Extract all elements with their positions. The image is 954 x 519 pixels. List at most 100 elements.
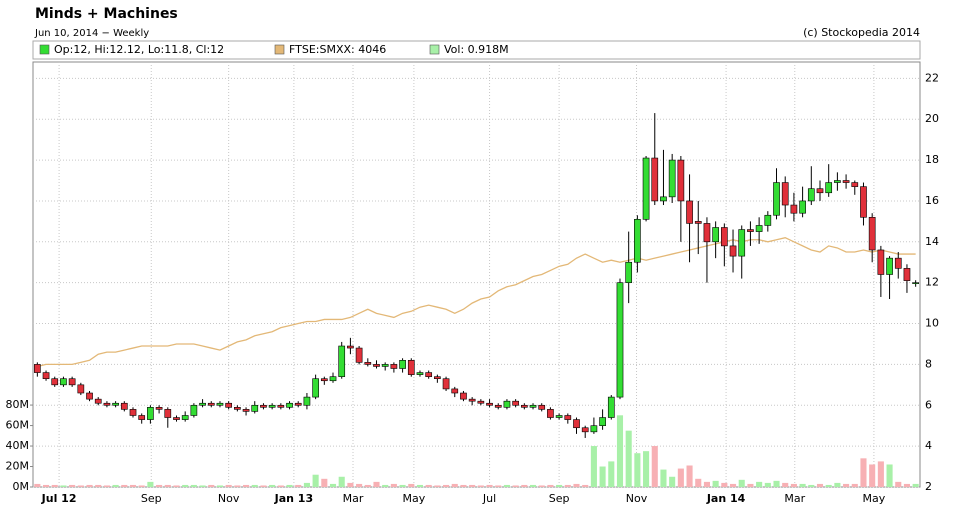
volume-bar xyxy=(634,453,641,487)
candle-body xyxy=(207,402,215,406)
candle-body xyxy=(486,402,493,406)
candle-body xyxy=(34,364,41,373)
volume-bar xyxy=(651,446,658,487)
volume-bar xyxy=(251,484,258,487)
volume-bar xyxy=(208,484,215,487)
volume-bar xyxy=(347,482,354,487)
candle-body xyxy=(51,378,59,386)
legend xyxy=(32,40,921,60)
candle-body xyxy=(720,227,728,247)
volume-bar xyxy=(799,483,806,487)
candle-body xyxy=(138,415,146,420)
y-tick-label: 4 xyxy=(925,439,932,452)
candle-body xyxy=(225,402,233,408)
volume-bar xyxy=(321,478,328,487)
candle-body xyxy=(512,400,519,406)
candle-body xyxy=(807,188,815,202)
candle-body xyxy=(60,378,67,386)
candle-body xyxy=(399,360,406,369)
candle-body xyxy=(129,409,137,416)
candle-body xyxy=(147,407,154,420)
volume-bar xyxy=(695,478,702,487)
x-tick-label: Mar xyxy=(343,492,364,505)
candle-body xyxy=(381,364,389,367)
candle-body xyxy=(703,223,711,243)
candle-body xyxy=(842,180,850,183)
volume-bar xyxy=(77,485,84,487)
x-tick-label: Sep xyxy=(549,492,570,505)
volume-bar xyxy=(356,483,363,487)
volume-bar xyxy=(808,484,815,487)
candle-body xyxy=(642,157,650,220)
candle-body xyxy=(573,419,580,429)
candle-body xyxy=(286,402,293,408)
volume-bar xyxy=(451,483,458,487)
candle-body xyxy=(94,398,102,404)
candle-body xyxy=(781,182,789,206)
volume-bar xyxy=(364,484,371,487)
candle-body xyxy=(651,157,659,202)
candle-body xyxy=(581,427,589,433)
volume-bar xyxy=(95,484,102,487)
volume-bar xyxy=(295,484,302,487)
volume-bar xyxy=(756,481,763,487)
candle-body xyxy=(634,219,641,263)
legend-swatch xyxy=(274,44,285,55)
x-tick-label: Jan 14 xyxy=(706,492,746,505)
volume-bar xyxy=(869,464,876,487)
legend-swatch xyxy=(429,44,440,55)
x-tick-label: Mar xyxy=(784,492,805,505)
volume-bar xyxy=(43,484,50,487)
volume-bar xyxy=(103,485,110,487)
volume-bar xyxy=(312,474,319,487)
volume-bar xyxy=(616,415,624,487)
candle-body xyxy=(251,404,259,412)
candle-body xyxy=(547,409,554,418)
volume-bar xyxy=(260,485,267,487)
candle-body xyxy=(77,384,85,394)
volume-bar xyxy=(147,481,154,487)
candle-body xyxy=(773,182,780,216)
volume-bar xyxy=(199,485,206,487)
volume-bar xyxy=(547,484,554,487)
candle-body xyxy=(729,245,737,257)
volume-bar xyxy=(843,483,850,487)
candle-body xyxy=(442,378,450,390)
volume-bar xyxy=(225,484,232,487)
volume-bar xyxy=(912,483,919,487)
volume-bar xyxy=(643,451,650,487)
y-tick-label: 10 xyxy=(925,317,939,330)
candle-body xyxy=(877,249,885,275)
volume-bar xyxy=(608,461,615,487)
volume-bar xyxy=(625,430,632,487)
volume-bar xyxy=(686,465,693,487)
candle-body xyxy=(694,221,702,224)
volume-bar xyxy=(399,484,406,487)
candle-body xyxy=(347,345,354,349)
candle-body xyxy=(68,378,76,386)
volume-bar xyxy=(782,482,789,487)
chart-title: Minds + Machines xyxy=(35,6,178,22)
plot-area xyxy=(32,61,921,488)
volume-bar xyxy=(243,484,250,487)
candle-body xyxy=(294,402,302,406)
x-tick-label: Sep xyxy=(141,492,162,505)
candle-body xyxy=(303,396,311,406)
candle-body xyxy=(42,372,50,380)
legend-label: Vol: 0.918M xyxy=(444,43,509,56)
legend-label: Op:12, Hi:12.12, Lo:11.8, Cl:12 xyxy=(54,43,224,56)
candle-body xyxy=(738,229,746,257)
candle-body xyxy=(103,402,111,406)
candle-body xyxy=(747,229,754,232)
y-tick-label: 16 xyxy=(925,194,939,207)
candle-body xyxy=(329,376,337,382)
x-tick-label: May xyxy=(403,492,426,505)
candle-body xyxy=(712,227,719,243)
candle-body xyxy=(599,417,606,427)
y2-tick-label: 0M xyxy=(13,480,30,493)
volume-bar xyxy=(286,484,293,487)
y2-tick-label: 40M xyxy=(6,439,30,452)
candle-body xyxy=(216,402,224,406)
volume-bar xyxy=(416,484,424,487)
candle-body xyxy=(886,257,893,275)
